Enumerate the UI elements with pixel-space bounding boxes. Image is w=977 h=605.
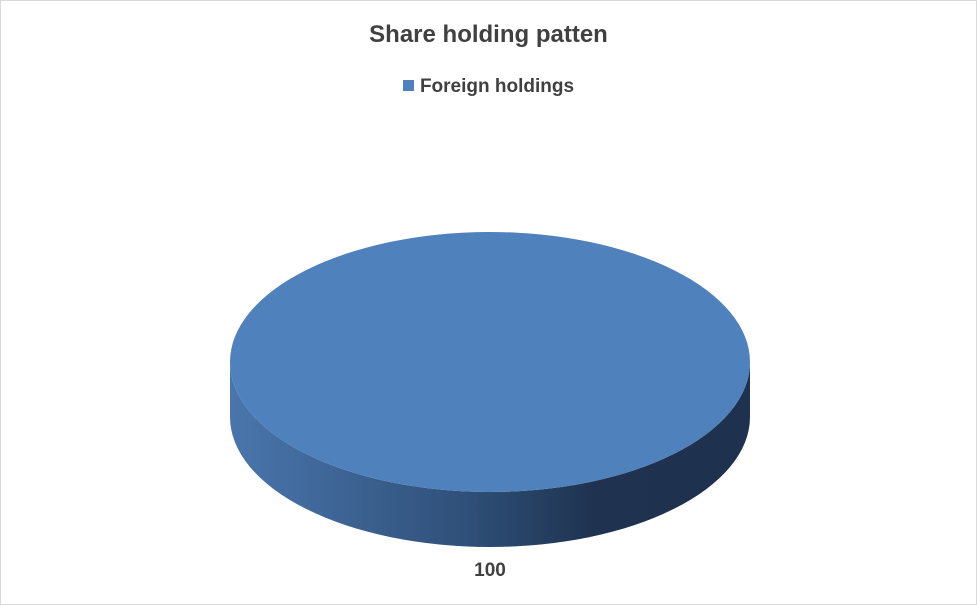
pie-slice-foreign-holdings (230, 232, 750, 492)
legend-swatch (402, 80, 414, 91)
chart-title: Share holding patten (369, 21, 608, 48)
legend: Foreign holdings (1, 76, 976, 98)
legend-label: Foreign holdings (419, 76, 575, 97)
data-label: 100 (474, 560, 506, 581)
pie-slice-side (230, 362, 750, 547)
